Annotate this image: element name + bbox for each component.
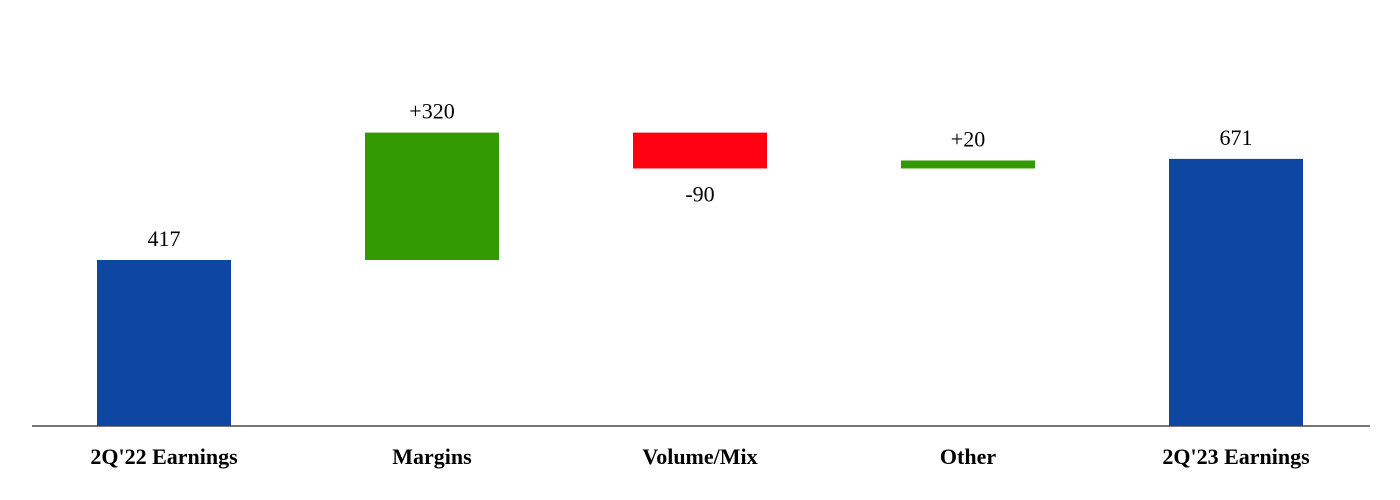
category-label-other: Other: [940, 444, 996, 469]
category-label-volume-mix: Volume/Mix: [642, 444, 757, 469]
data-label-other: +20: [951, 126, 985, 151]
data-label-volume-mix: -90: [685, 181, 714, 206]
data-label-2q-23-earnings: 671: [1220, 125, 1253, 150]
bar-other: [901, 160, 1035, 169]
bar-2q-22-earnings: [97, 260, 231, 426]
data-label-2q-22-earnings: 417: [148, 226, 181, 251]
category-label-2q-23-earnings: 2Q'23 Earnings: [1162, 444, 1310, 469]
category-label-margins: Margins: [392, 444, 472, 469]
data-label-margins: +320: [409, 99, 454, 124]
bar-margins: [365, 132, 499, 260]
bar-2q-23-earnings: [1169, 158, 1303, 427]
bar-volume-mix: [633, 132, 767, 169]
category-label-2q-22-earnings: 2Q'22 Earnings: [90, 444, 238, 469]
